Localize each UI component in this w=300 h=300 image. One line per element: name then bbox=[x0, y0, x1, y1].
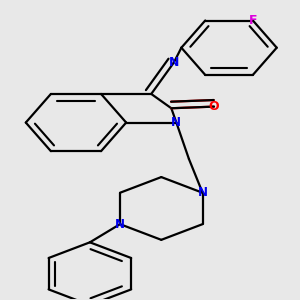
Text: O: O bbox=[209, 100, 219, 113]
Text: N: N bbox=[169, 56, 179, 69]
Text: N: N bbox=[115, 218, 125, 231]
Text: F: F bbox=[249, 14, 257, 27]
Text: N: N bbox=[171, 116, 181, 129]
Text: N: N bbox=[198, 186, 208, 199]
